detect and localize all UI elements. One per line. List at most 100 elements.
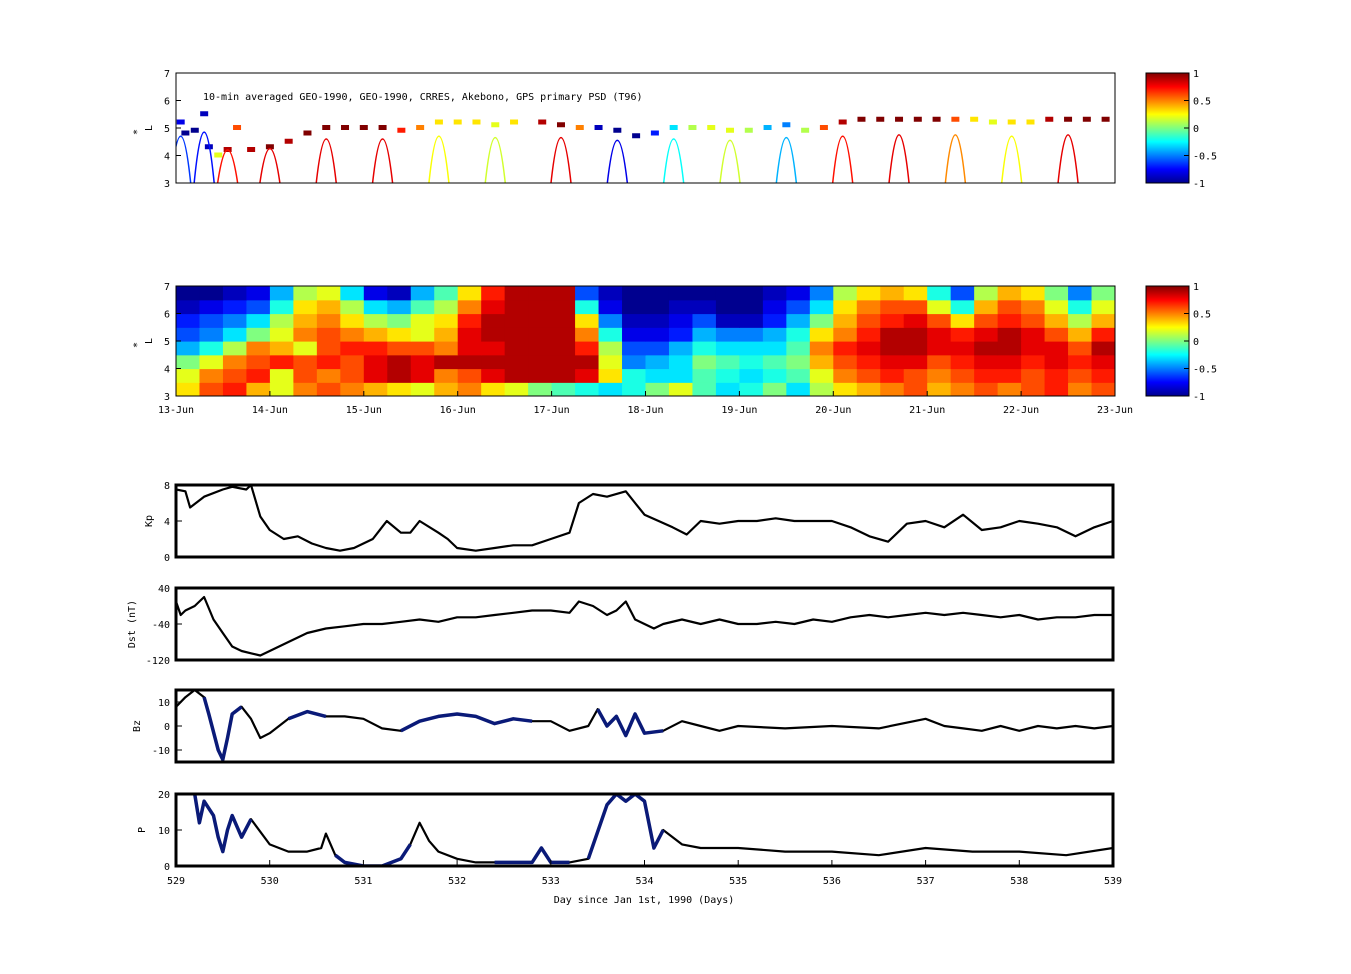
psd-assimilated-cell	[997, 368, 1022, 383]
ytick-label: 20	[158, 790, 170, 801]
psd-assimilated-cell	[363, 354, 388, 370]
psd-assimilated-cell	[176, 286, 201, 301]
psd-assimilated-cell	[575, 354, 600, 370]
psd-assimilated-cell	[668, 341, 694, 356]
psd-observed-point	[970, 116, 979, 122]
psd-observed-point	[204, 144, 213, 150]
psd-observed-ylabel: L	[144, 125, 155, 131]
psd-assimilated-cell	[1068, 313, 1093, 328]
psd-assimilated-cell	[715, 341, 740, 356]
psd-assimilated-cell	[903, 286, 928, 301]
psd-assimilated-cell	[1068, 354, 1093, 370]
xtick-label: 531	[354, 876, 372, 887]
psd-observed-orbit-track	[193, 131, 215, 183]
psd-assimilated-cell	[363, 368, 388, 383]
bz-observed-segment	[596, 708, 664, 738]
psd-assimilated-cell	[833, 299, 858, 315]
psd-observed-point	[176, 119, 185, 125]
psd-assimilated-cell	[950, 313, 975, 328]
psd-assimilated-cell	[1044, 382, 1069, 396]
dst-yticks: -120 -40 40	[146, 584, 182, 667]
psd-assimilated-cell	[856, 313, 881, 328]
xtick-label: 533	[542, 876, 560, 887]
psd-assimilated-cell	[997, 299, 1022, 315]
psd-assimilated-cell	[387, 382, 412, 396]
kp-series	[176, 485, 1113, 552]
psd-observed-orbit-track	[428, 135, 450, 183]
psd-observed-orbit-track	[606, 139, 629, 183]
psd-assimilated-cell	[739, 286, 764, 301]
psd-assimilated-cell	[481, 354, 506, 370]
psd-assimilated-cell	[974, 313, 999, 328]
psd-assimilated-cell	[199, 354, 224, 370]
psd-assimilated-xticks: 13-Jun 14-Jun 15-Jun 16-Jun 17-Jun 18-Jun 19-J…	[158, 391, 1133, 416]
psd-observed-orbit-track	[176, 135, 192, 183]
psd-assimilated-cell	[269, 341, 294, 356]
psd-assimilated-cell	[340, 313, 365, 328]
psd-observed-point	[782, 122, 791, 128]
psd-assimilated-cell	[199, 313, 224, 328]
psd-assimilated-cell	[434, 382, 459, 396]
psd-assimilated-cell	[575, 286, 600, 301]
psd-assimilated-cell	[1044, 299, 1069, 315]
psd-assimilated-cell	[269, 299, 294, 315]
psd-assimilated-cell	[974, 368, 999, 383]
ytick-label: -10	[152, 746, 170, 757]
xtick-label: 538	[1010, 876, 1028, 887]
psd-assimilated-cell	[927, 354, 952, 370]
psd-assimilated-cell	[293, 299, 318, 315]
psd-assimilated-cell	[622, 368, 647, 383]
colorbar-tick-label: 0.5	[1193, 97, 1211, 108]
psd-assimilated-cell	[528, 354, 553, 370]
psd-assimilated-cell	[1044, 313, 1069, 328]
colorbar-tick-label: 0	[1193, 337, 1199, 348]
psd-assimilated-cell	[176, 354, 201, 370]
psd-assimilated-cell	[1021, 327, 1046, 342]
psd-assimilated-cell	[927, 382, 952, 396]
dst-line	[176, 595, 1113, 657]
psd-assimilated-cell	[1068, 327, 1093, 342]
psd-assimilated-cell	[622, 382, 647, 396]
psd-assimilated-cell	[387, 286, 412, 301]
ytick-label: 8	[164, 481, 170, 492]
psd-assimilated-cell	[668, 313, 694, 328]
p-ylabel: P	[137, 827, 148, 833]
psd-observed-point	[491, 122, 500, 128]
psd-assimilated-cell	[622, 354, 647, 370]
psd-observed-point	[453, 119, 462, 125]
psd-observed-point	[613, 127, 622, 133]
psd-observed-orbit-track	[662, 138, 685, 183]
xtick-label: 530	[261, 876, 279, 887]
psd-assimilated-cell	[927, 327, 952, 342]
psd-assimilated-cell	[598, 313, 623, 328]
psd-assimilated-cell	[715, 354, 740, 370]
psd-assimilated-cell	[598, 354, 623, 370]
psd-assimilated-cell	[833, 368, 858, 383]
p-observed-segment	[586, 794, 665, 860]
psd-assimilated-cell	[950, 341, 975, 356]
psd-assimilated-cell	[434, 327, 459, 342]
psd-observed-orbit-track	[1000, 135, 1023, 183]
psd-assimilated-cell	[974, 299, 999, 315]
ytick-label: 3	[164, 392, 170, 403]
psd-observed-point	[359, 125, 368, 130]
psd-assimilated-cell	[739, 313, 764, 328]
psd-assimilated-cell	[528, 286, 553, 301]
psd-assimilated-cell	[809, 299, 834, 315]
psd-assimilated-cell	[340, 286, 365, 301]
psd-observed-point	[726, 127, 735, 133]
psd-assimilated-cell	[856, 299, 881, 315]
psd-assimilated-cell	[410, 382, 435, 396]
psd-assimilated-cell	[974, 341, 999, 356]
psd-assimilated-cell	[927, 368, 952, 383]
psd-assimilated-cell	[598, 299, 623, 315]
psd-observed-point	[951, 116, 960, 122]
p-line	[193, 794, 1113, 866]
psd-assimilated-cell	[974, 354, 999, 370]
psd-assimilated-cell	[880, 341, 905, 356]
bz-yticks: -10 0 10	[152, 698, 182, 757]
psd-assimilated-cell	[222, 299, 248, 315]
psd-assimilated-cell	[1044, 341, 1069, 356]
psd-assimilated-cell	[316, 299, 341, 315]
psd-assimilated-cell	[199, 382, 224, 396]
